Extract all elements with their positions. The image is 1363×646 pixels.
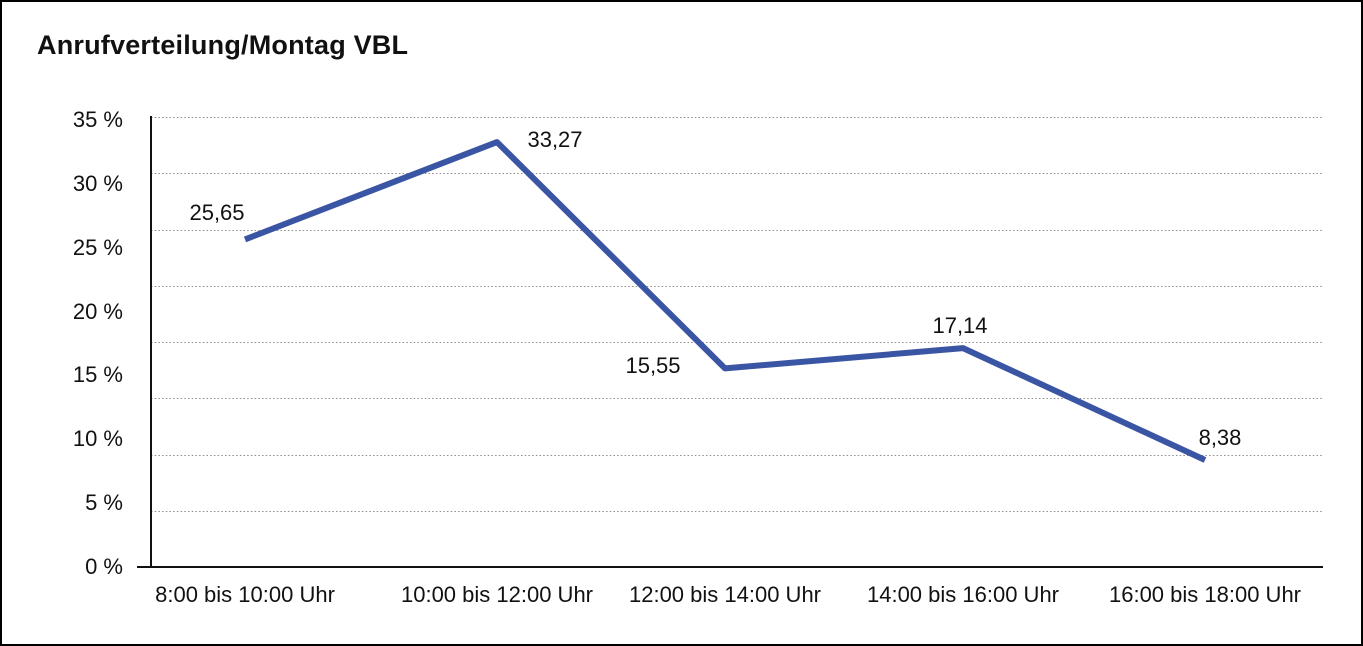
x-tick-label: 12:00 bis 14:00 Uhr <box>628 582 822 607</box>
x-tick-label: 14:00 bis 16:00 Uhr <box>866 582 1060 607</box>
data-label: 25,65 <box>189 200 245 226</box>
y-tick-label: 0 % <box>85 554 123 579</box>
y-tick-label: 5 % <box>85 490 123 516</box>
data-label: 33,27 <box>527 127 583 153</box>
x-tick-label: 10:00 bis 12:00 Uhr <box>400 582 594 607</box>
x-tick-label: 16:00 bis 18:00 Uhr <box>1108 582 1302 607</box>
y-tick-label: 30 % <box>72 170 123 196</box>
chart-title: Anrufverteilung/Montag VBL <box>37 30 409 60</box>
x-tick-label: 8:00 bis 10:00 Uhr <box>155 582 335 607</box>
y-tick-label: 15 % <box>72 362 123 388</box>
data-label: 15,55 <box>625 353 681 379</box>
y-tick-label: 10 % <box>72 426 123 452</box>
data-label: 17,14 <box>932 313 988 339</box>
y-tick-label: 35 % <box>72 107 123 132</box>
data-label: 8,38 <box>1198 425 1242 450</box>
y-tick-label: 20 % <box>72 298 123 324</box>
y-tick-label: 25 % <box>72 234 123 260</box>
data-line <box>243 139 1207 463</box>
